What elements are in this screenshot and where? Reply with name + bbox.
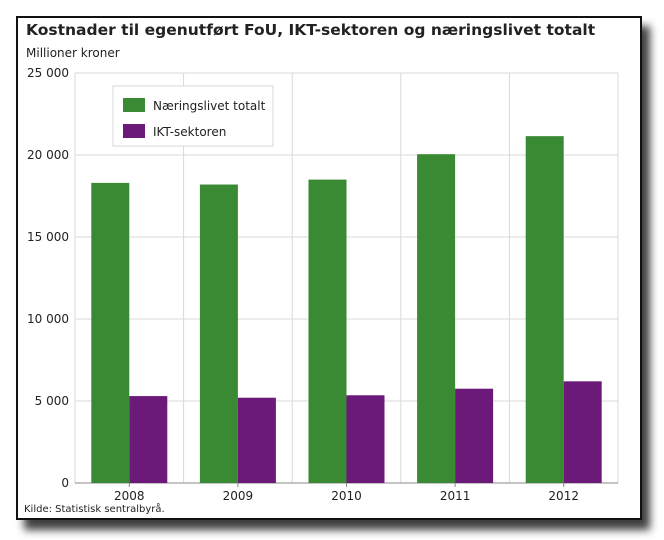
bar-ikt-2012 [563,381,602,483]
chart-source: Kilde: Statistisk sentralbyrå. [24,504,165,515]
y-tick-label: 15 000 [27,230,69,244]
bar-ikt-2009 [237,397,276,483]
y-tick-label: 25 000 [27,66,69,80]
y-axis-labels: 0 5 000 10 000 15 000 20 000 25 000 [27,66,69,490]
legend-swatch [123,124,145,138]
chart-frame: Kostnader til egenutført FoU, IKT-sektor… [16,16,642,520]
legend-label: Næringslivet totalt [153,99,266,113]
bar-ikt-2008 [129,396,168,483]
y-tick-label: 10 000 [27,312,69,326]
y-tick-label: 0 [61,476,69,490]
x-tick-label: 2008 [114,489,145,503]
legend-swatch [123,98,145,112]
y-tick-label: 20 000 [27,148,69,162]
bar-naeringslivet-2009 [199,184,238,483]
y-tick-label: 5 000 [35,394,69,408]
bars [91,136,602,483]
x-tick-label: 2010 [331,489,362,503]
x-tick-label: 2012 [548,489,579,503]
legend: Næringslivet totalt IKT-sektoren [112,85,274,147]
bar-naeringslivet-2010 [308,179,347,483]
bar-naeringslivet-2011 [417,154,456,483]
bar-ikt-2011 [455,388,494,483]
bar-naeringslivet-2008 [91,182,130,483]
x-tick-label: 2009 [223,489,254,503]
chart-title: Kostnader til egenutført FoU, IKT-sektor… [26,21,596,39]
x-tick-label: 2011 [440,489,471,503]
legend-box [112,85,274,147]
x-axis-labels: 2008 2009 2010 2011 2012 [114,483,579,503]
bar-naeringslivet-2012 [525,136,564,483]
legend-label: IKT-sektoren [153,125,226,139]
chart-subtitle: Millioner kroner [26,46,120,60]
bar-ikt-2010 [346,395,385,483]
